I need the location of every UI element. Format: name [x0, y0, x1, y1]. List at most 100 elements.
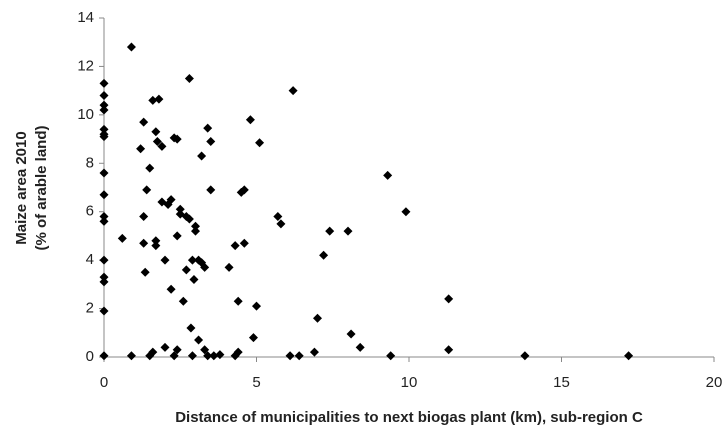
- data-point: [157, 141, 167, 151]
- data-point: [181, 265, 191, 275]
- data-point: [187, 255, 197, 265]
- data-point: [148, 347, 158, 357]
- data-point: [99, 212, 109, 222]
- data-point: [203, 351, 213, 361]
- data-point: [239, 238, 249, 248]
- y-axis-title-line: (% of arable land): [33, 125, 50, 250]
- data-point: [151, 127, 161, 137]
- data-point: [346, 329, 356, 339]
- data-point: [224, 262, 234, 272]
- data-point: [184, 214, 194, 224]
- data-point: [186, 323, 196, 333]
- data-point: [206, 136, 216, 146]
- data-point: [99, 277, 109, 287]
- data-point: [294, 351, 304, 361]
- data-point: [273, 212, 283, 222]
- data-point: [255, 138, 265, 148]
- y-axis-title-line: Maize area 2010: [13, 131, 30, 244]
- y-tick-label: 12: [77, 57, 94, 74]
- data-point: [189, 275, 199, 285]
- data-point: [187, 351, 197, 361]
- data-point: [288, 86, 298, 96]
- data-point: [200, 345, 210, 355]
- data-point: [184, 74, 194, 84]
- data-point: [166, 195, 176, 205]
- data-point: [152, 136, 162, 146]
- y-tick-label: 0: [86, 348, 94, 365]
- data-point: [401, 207, 411, 217]
- data-point: [248, 333, 258, 343]
- y-tick-label: 6: [86, 203, 94, 220]
- y-tick-label: 4: [86, 251, 94, 268]
- data-point: [209, 351, 219, 361]
- data-point: [142, 185, 152, 195]
- data-point: [309, 347, 319, 357]
- y-tick-label: 2: [86, 300, 94, 317]
- y-tick-label: 8: [86, 154, 94, 171]
- data-point: [245, 115, 255, 125]
- data-point: [194, 335, 204, 345]
- data-point: [99, 124, 109, 134]
- data-point: [444, 294, 454, 304]
- data-point: [126, 351, 136, 361]
- data-point: [197, 151, 207, 161]
- data-point: [139, 117, 149, 127]
- data-point: [99, 216, 109, 226]
- x-tick-label: 15: [553, 374, 570, 391]
- x-tick-label: 0: [100, 374, 108, 391]
- data-point: [99, 351, 109, 361]
- data-point: [343, 226, 353, 236]
- data-point: [99, 132, 109, 142]
- data-point: [325, 226, 335, 236]
- data-point: [169, 351, 179, 361]
- data-point: [233, 296, 243, 306]
- data-point: [383, 170, 393, 180]
- data-point: [252, 301, 261, 311]
- data-point: [151, 241, 161, 251]
- data-point: [203, 123, 213, 133]
- data-point: [160, 255, 170, 265]
- data-point: [355, 342, 365, 352]
- data-point: [215, 350, 225, 360]
- y-tick-label: 14: [77, 9, 94, 26]
- data-point: [140, 267, 150, 277]
- data-point: [99, 272, 109, 282]
- data-point: [172, 231, 182, 241]
- data-point: [145, 163, 155, 173]
- data-point: [160, 342, 170, 352]
- data-point: [319, 250, 329, 260]
- data-point: [191, 226, 200, 236]
- data-point: [154, 94, 164, 104]
- data-point: [99, 105, 109, 115]
- data-point: [444, 345, 454, 355]
- data-point: [172, 345, 182, 355]
- data-point: [139, 212, 149, 222]
- data-point: [148, 95, 158, 105]
- x-tick-label: 5: [252, 374, 260, 391]
- data-point: [117, 233, 127, 243]
- data-point: [191, 221, 200, 231]
- data-point: [139, 238, 149, 248]
- data-point: [99, 306, 109, 316]
- data-point: [520, 351, 530, 361]
- data-point: [386, 351, 396, 361]
- data-point: [285, 351, 295, 361]
- data-point: [99, 90, 109, 100]
- data-point: [175, 204, 185, 214]
- data-point: [313, 313, 322, 323]
- data-point: [99, 78, 109, 88]
- data-point: [172, 134, 182, 144]
- y-axis-title: Maize area 2010 (% of arable land): [13, 125, 50, 250]
- data-point: [99, 100, 109, 110]
- data-point: [233, 347, 243, 357]
- x-tick-label: 10: [401, 374, 418, 391]
- data-point: [99, 190, 109, 200]
- data-point: [230, 241, 240, 251]
- data-point: [206, 185, 216, 195]
- data-point: [178, 296, 188, 306]
- y-tick-label: 10: [77, 106, 94, 123]
- data-point: [166, 284, 176, 294]
- data-point: [151, 236, 161, 246]
- data-point: [276, 219, 286, 229]
